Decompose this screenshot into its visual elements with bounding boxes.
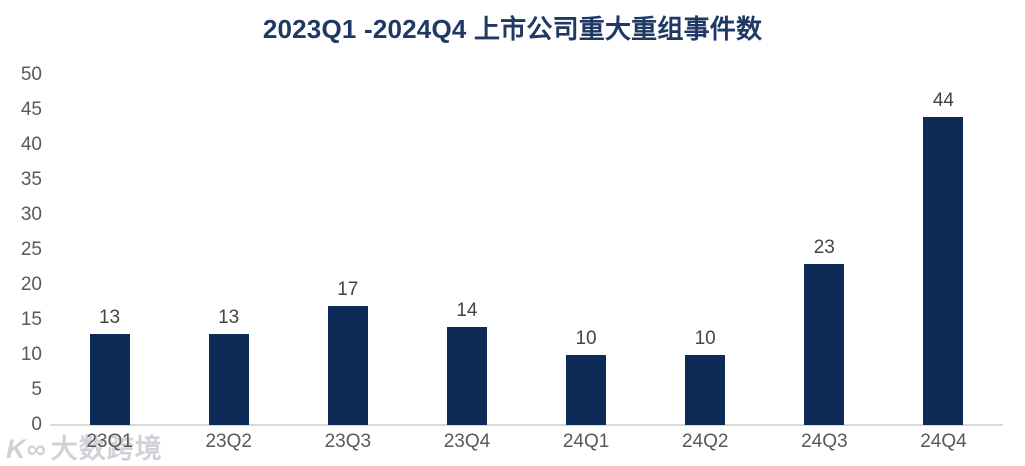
x-tick-label: 24Q4 — [920, 431, 967, 452]
x-tick-label: 24Q3 — [801, 431, 848, 452]
bar-value-label: 10 — [694, 328, 716, 349]
x-axis-line — [50, 424, 1003, 426]
x-tick-label: 23Q3 — [324, 431, 372, 452]
chart-title: 2023Q1 -2024Q4 上市公司重大重组事件数 — [262, 14, 763, 44]
y-tick-label: 30 — [20, 204, 42, 225]
bar-value-label: 13 — [218, 307, 240, 328]
y-tick-label: 20 — [20, 274, 42, 295]
bar-23Q4 — [446, 327, 487, 425]
y-tick-label: 35 — [20, 169, 42, 190]
watermark-text: 大数跨境 — [50, 434, 163, 464]
bar-value-label: 23 — [813, 237, 835, 258]
watermark-logo-icon: K∞ — [6, 434, 47, 464]
x-tick-label: 23Q1 — [86, 431, 133, 452]
y-tick-label: 15 — [20, 309, 42, 330]
y-tick-label: 10 — [20, 344, 42, 365]
x-tick-label: 24Q1 — [562, 431, 610, 452]
bar-value-label: 10 — [575, 328, 597, 349]
y-tick-label: 40 — [20, 134, 42, 155]
bar-24Q2 — [685, 355, 726, 425]
y-tick-label: 0 — [31, 414, 42, 435]
y-tick-label: 45 — [20, 99, 42, 120]
bar-23Q3 — [327, 306, 368, 425]
bar-23Q2 — [208, 334, 249, 425]
bar-value-label: 14 — [456, 300, 478, 321]
bar-24Q4 — [923, 117, 964, 425]
y-tick-label: 25 — [20, 239, 42, 260]
y-tick-label: 5 — [31, 379, 42, 400]
bar-24Q1 — [566, 355, 607, 425]
x-tick-label: 23Q4 — [443, 431, 491, 452]
x-tick-label: 23Q2 — [205, 431, 252, 452]
bar-23Q1 — [89, 334, 130, 425]
y-tick-label: 50 — [20, 64, 42, 85]
bar-value-label: 17 — [337, 279, 359, 300]
bar-value-label: 44 — [932, 90, 954, 111]
bar-24Q3 — [804, 264, 845, 425]
watermark: K∞ 大数跨境 — [6, 427, 163, 466]
bar-value-label: 13 — [98, 307, 121, 328]
x-tick-label: 24Q2 — [681, 431, 729, 452]
